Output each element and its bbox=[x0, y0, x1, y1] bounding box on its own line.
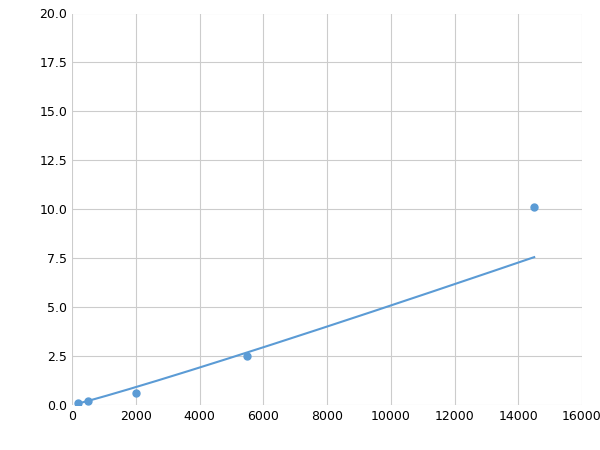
Point bbox=[83, 397, 93, 405]
Point bbox=[242, 352, 252, 360]
Point bbox=[131, 390, 140, 397]
Point bbox=[74, 400, 83, 407]
Point bbox=[529, 204, 539, 211]
